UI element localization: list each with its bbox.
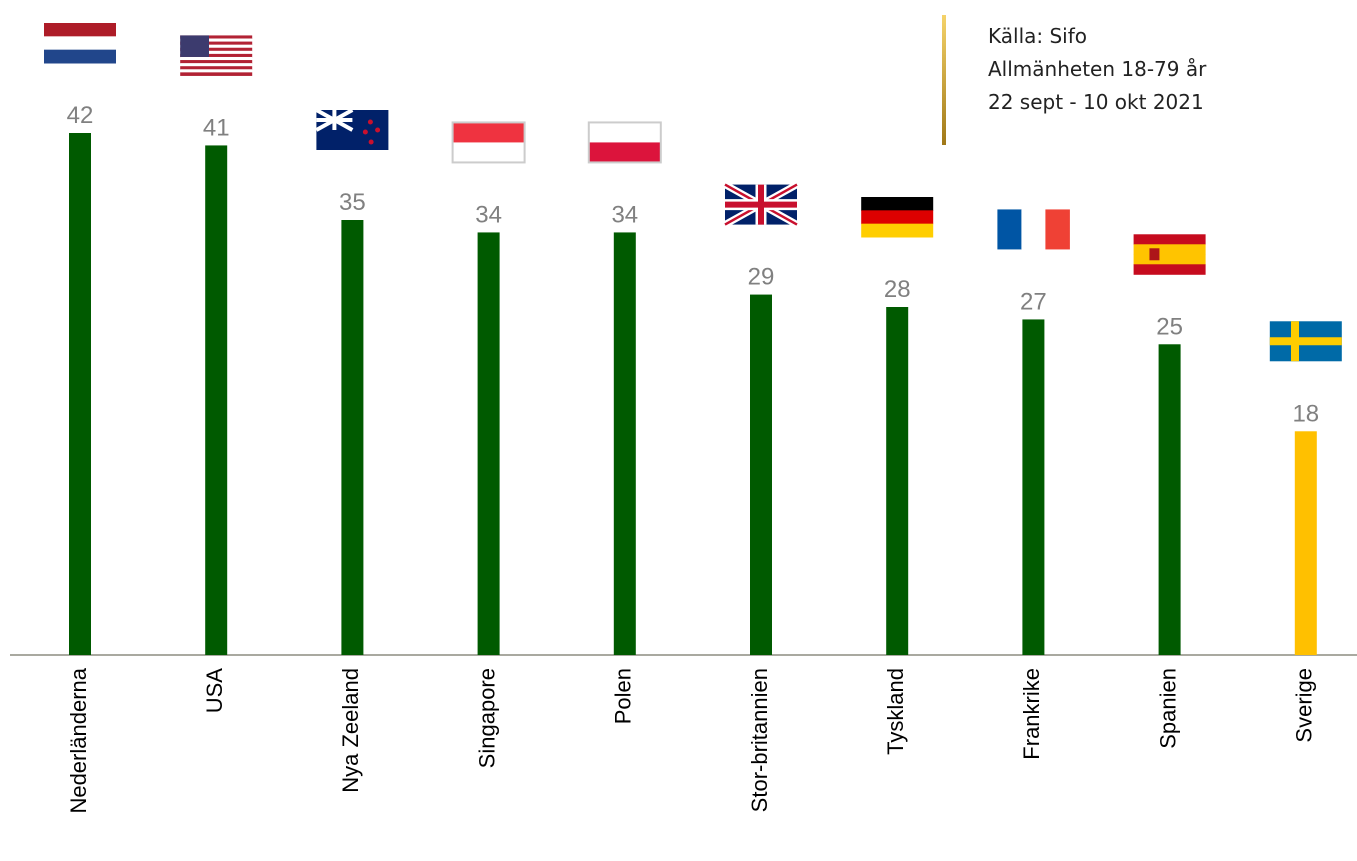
x-tick-label: Spanien [1155, 668, 1180, 749]
flag-part [180, 69, 253, 73]
flag-part [44, 23, 116, 37]
flag-part [180, 53, 253, 58]
flag-part [375, 127, 381, 133]
flag-part [180, 63, 253, 67]
bar [1294, 431, 1317, 655]
value-label: 27 [1020, 288, 1047, 315]
value-label: 41 [203, 114, 230, 141]
flag [723, 181, 799, 228]
flag-part [588, 122, 661, 143]
flag-part [861, 197, 934, 211]
flag-part [588, 142, 661, 163]
bar [1022, 319, 1045, 655]
flag-part [180, 38, 253, 43]
flag-part [452, 142, 525, 163]
flag-part [587, 121, 662, 164]
value-label: 34 [611, 201, 638, 228]
flag-part [997, 209, 1022, 250]
flag-part [1133, 254, 1206, 265]
bar [886, 307, 909, 655]
value-label: 18 [1292, 400, 1319, 427]
flag [315, 108, 389, 150]
flag-part [861, 210, 934, 225]
flag-part [368, 139, 374, 145]
x-tick-label: Nederländerna [66, 667, 91, 813]
flag-part [44, 49, 116, 64]
flag-part [1149, 248, 1160, 261]
flag-part [362, 129, 368, 135]
flag [997, 209, 1070, 250]
value-label: 34 [475, 201, 502, 228]
value-label: 42 [67, 102, 94, 129]
flag [1133, 234, 1206, 275]
flag [44, 23, 116, 64]
flag-part [180, 56, 253, 61]
source-line: 22 sept - 10 okt 2021 [988, 90, 1204, 114]
flag [451, 121, 526, 164]
flag-part [180, 41, 253, 46]
flag-part [180, 60, 253, 64]
flag-part [1133, 234, 1206, 245]
value-label: 29 [748, 264, 775, 291]
flag-part [1133, 244, 1206, 255]
bar [613, 232, 636, 655]
source-line: Allmänheten 18-79 år [988, 57, 1207, 81]
flag-part [180, 35, 209, 57]
flag-part [180, 47, 253, 52]
flag-part [315, 108, 354, 132]
flag-part [452, 122, 525, 143]
x-tick-label: Polen [611, 668, 636, 724]
flag-part [44, 36, 116, 51]
flag [587, 121, 662, 164]
source-line: Källa: Sifo [988, 24, 1087, 48]
value-label: 28 [884, 276, 911, 303]
flag-part [367, 119, 373, 125]
flag [861, 197, 934, 238]
flag-part [725, 184, 797, 225]
x-tick-label: Stor-britannien [747, 668, 772, 812]
flag [1269, 321, 1342, 362]
bar [1158, 344, 1181, 655]
flag-part [1021, 209, 1046, 250]
flag-part [180, 44, 253, 49]
flag-part [451, 121, 526, 164]
flag-part [1045, 209, 1070, 250]
x-tick-label: Tyskland [883, 668, 908, 755]
x-tick-label: Frankrike [1019, 668, 1044, 760]
x-tick-label: Singapore [474, 668, 499, 768]
bar [750, 294, 772, 655]
x-tick-label: Sverige [1292, 668, 1317, 743]
bar [477, 232, 500, 655]
x-tick-label: Nya Zeeland [338, 668, 363, 793]
bar [69, 133, 91, 655]
value-label: 35 [339, 189, 366, 216]
flag-part [1133, 264, 1206, 275]
flag-part [180, 35, 253, 40]
bar [341, 220, 364, 655]
flag-part [180, 72, 253, 76]
value-label: 25 [1156, 313, 1183, 340]
bar [205, 145, 228, 655]
flag-part [861, 223, 934, 238]
flag-part [1269, 321, 1342, 362]
flag-part [180, 50, 253, 55]
x-tick-label: USA [202, 668, 227, 714]
flag [180, 35, 253, 76]
source-rule [942, 15, 946, 145]
flag-part [180, 66, 253, 70]
